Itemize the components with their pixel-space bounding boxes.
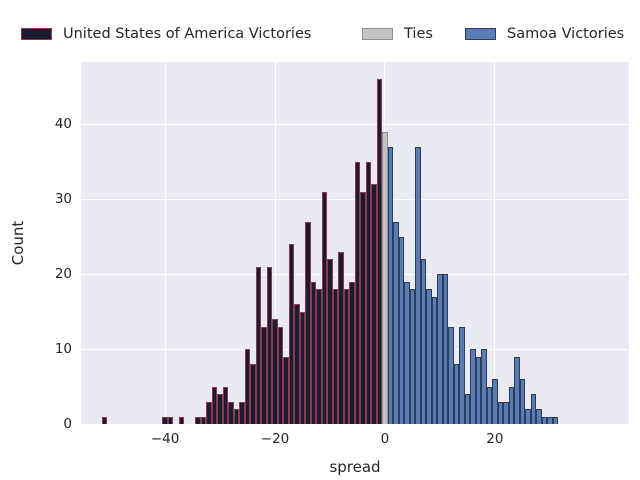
histogram-bar bbox=[349, 281, 355, 424]
histogram-bar bbox=[288, 244, 295, 424]
histogram-bar bbox=[475, 356, 482, 424]
histogram-bar bbox=[272, 319, 278, 424]
y-gridline bbox=[81, 423, 629, 425]
y-tick-label: 40 bbox=[54, 116, 72, 133]
histogram-bar bbox=[541, 416, 548, 424]
histogram-bar bbox=[376, 79, 383, 424]
histogram-bar bbox=[178, 416, 185, 424]
y-tick-label: 0 bbox=[63, 416, 72, 432]
x-tick-label: −40 bbox=[150, 431, 180, 447]
legend-label-usa: United States of America Victories bbox=[63, 26, 312, 42]
histogram-bar bbox=[486, 386, 493, 424]
histogram-bar bbox=[398, 236, 405, 424]
histogram-bar bbox=[371, 184, 377, 424]
histogram-bar bbox=[299, 311, 306, 424]
histogram-bar bbox=[404, 281, 410, 424]
legend-item-samoa: Samoa Victories bbox=[465, 26, 624, 42]
histogram-bar bbox=[222, 386, 229, 424]
samoa-color-swatch-icon bbox=[465, 28, 496, 40]
histogram-bar bbox=[167, 416, 174, 424]
histogram-bar bbox=[536, 409, 542, 424]
histogram-bar bbox=[431, 296, 438, 424]
histogram-bar bbox=[266, 266, 273, 424]
histogram-bar bbox=[332, 289, 339, 424]
legend-item-ties: Ties bbox=[362, 26, 433, 42]
histogram-bar bbox=[393, 221, 399, 424]
histogram-bar bbox=[343, 289, 350, 424]
histogram-bar bbox=[459, 326, 465, 424]
histogram-bar bbox=[360, 191, 366, 424]
histogram-bar bbox=[305, 221, 311, 424]
histogram-bar bbox=[200, 416, 207, 424]
histogram-bar bbox=[508, 386, 515, 424]
histogram-bar bbox=[338, 251, 344, 424]
histogram-bar bbox=[530, 394, 537, 424]
histogram-bar bbox=[316, 289, 322, 424]
histogram-bar bbox=[327, 259, 333, 424]
legend: United States of America Victories Ties … bbox=[0, 0, 640, 55]
histogram-bar bbox=[206, 401, 212, 424]
histogram-bar bbox=[195, 416, 201, 424]
histogram-bar bbox=[481, 349, 487, 424]
histogram-bar bbox=[470, 349, 476, 424]
ties-color-swatch-icon bbox=[362, 28, 393, 40]
histogram-bar bbox=[442, 274, 449, 424]
histogram-bar bbox=[547, 416, 553, 424]
histogram-bar bbox=[382, 131, 388, 424]
histogram-bar bbox=[310, 281, 317, 424]
x-tick-label: 0 bbox=[380, 431, 390, 447]
plot-area bbox=[81, 62, 629, 425]
y-tick-label: 10 bbox=[54, 341, 72, 358]
usa-color-swatch-icon bbox=[21, 28, 52, 40]
x-axis-label: spread bbox=[329, 458, 381, 476]
legend-label-samoa: Samoa Victories bbox=[507, 26, 625, 42]
histogram-bar bbox=[283, 356, 289, 424]
x-gridline bbox=[274, 62, 276, 424]
histogram-bar bbox=[552, 416, 559, 424]
histogram-bar bbox=[497, 401, 504, 424]
histogram-bar bbox=[255, 266, 262, 424]
histogram-bar bbox=[519, 379, 526, 424]
histogram-bar bbox=[492, 379, 498, 424]
histogram-bar bbox=[101, 416, 108, 424]
histogram-bar bbox=[162, 416, 168, 424]
histogram-bar bbox=[525, 409, 531, 424]
y-tick-label: 30 bbox=[54, 191, 72, 208]
histogram-bar bbox=[228, 401, 234, 424]
y-gridline bbox=[81, 123, 629, 125]
histogram-bar bbox=[261, 326, 267, 424]
x-tick-label: −20 bbox=[260, 431, 290, 447]
histogram-bar bbox=[365, 161, 372, 424]
histogram-bar bbox=[217, 394, 223, 424]
histogram-bar bbox=[420, 259, 427, 424]
histogram-bar bbox=[294, 304, 300, 424]
histogram-bar bbox=[387, 146, 394, 424]
legend-item-usa: United States of America Victories bbox=[21, 26, 311, 42]
x-gridline bbox=[164, 62, 166, 424]
histogram-bar bbox=[321, 191, 328, 424]
histogram-bar bbox=[453, 364, 460, 424]
histogram-bar bbox=[437, 274, 443, 424]
y-axis-label: Count bbox=[9, 220, 27, 266]
histogram-bar bbox=[464, 394, 471, 424]
histogram-bar bbox=[233, 409, 240, 424]
x-tick-label: 20 bbox=[486, 431, 504, 447]
histogram-bar bbox=[244, 349, 251, 424]
histogram-bar bbox=[277, 326, 284, 424]
histogram-bar bbox=[426, 289, 432, 424]
y-tick-label: 20 bbox=[54, 266, 72, 283]
histogram-bar bbox=[239, 401, 245, 424]
histogram-bar bbox=[448, 326, 454, 424]
x-gridline bbox=[494, 62, 496, 424]
histogram-bar bbox=[503, 401, 509, 424]
histogram-bar bbox=[409, 289, 416, 424]
histogram-bar bbox=[514, 356, 520, 424]
histogram-bar bbox=[211, 386, 218, 424]
histogram-bar bbox=[250, 364, 256, 424]
legend-label-ties: Ties bbox=[404, 26, 433, 42]
histogram-bar bbox=[354, 161, 361, 424]
histogram-bar bbox=[415, 146, 421, 424]
